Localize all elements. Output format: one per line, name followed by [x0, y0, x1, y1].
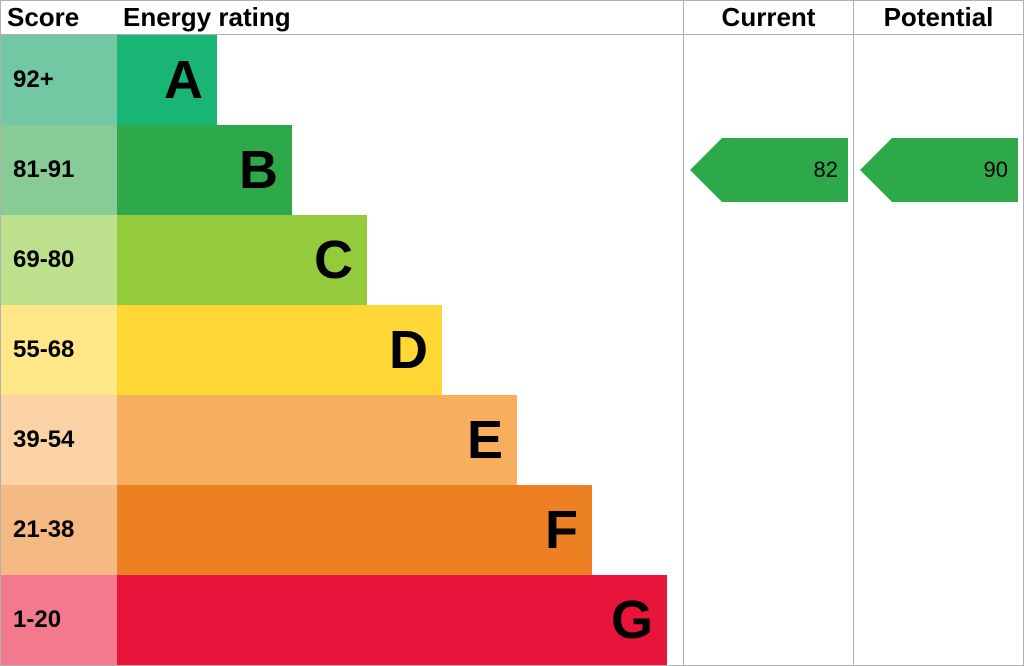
current-cell: 82: [683, 125, 853, 215]
potential-cell: [853, 305, 1023, 395]
rating-cell: E: [117, 395, 683, 485]
current-cell: [683, 215, 853, 305]
potential-cell: [853, 35, 1023, 125]
band-row: 92+A: [1, 35, 1023, 125]
current-arrow: 82: [690, 138, 848, 202]
rating-cell: C: [117, 215, 683, 305]
potential-arrow: 90: [860, 138, 1018, 202]
potential-cell: 90: [853, 125, 1023, 215]
rating-cell: G: [117, 575, 683, 665]
energy-rating-chart: Score Energy rating Current Potential 92…: [0, 0, 1024, 666]
potential-cell: [853, 395, 1023, 485]
band-row: 69-80C: [1, 215, 1023, 305]
score-cell: 81-91: [1, 125, 117, 215]
current-cell: [683, 395, 853, 485]
score-cell: 92+: [1, 35, 117, 125]
band-row: 21-38F: [1, 485, 1023, 575]
current-value: 82: [814, 157, 838, 183]
rating-cell: B: [117, 125, 683, 215]
current-cell: [683, 575, 853, 665]
score-cell: 39-54: [1, 395, 117, 485]
chart-header: Score Energy rating Current Potential: [1, 1, 1023, 35]
header-rating: Energy rating: [117, 1, 683, 34]
rating-bar: F: [117, 485, 592, 575]
rating-bar: C: [117, 215, 367, 305]
header-score: Score: [1, 1, 117, 34]
potential-cell: [853, 215, 1023, 305]
current-cell: [683, 485, 853, 575]
current-cell: [683, 35, 853, 125]
score-cell: 1-20: [1, 575, 117, 665]
potential-value: 90: [984, 157, 1008, 183]
potential-cell: [853, 575, 1023, 665]
rating-cell: D: [117, 305, 683, 395]
rating-bar: G: [117, 575, 667, 665]
band-row: 81-91B 82 90: [1, 125, 1023, 215]
rating-cell: A: [117, 35, 683, 125]
rating-cell: F: [117, 485, 683, 575]
header-current: Current: [683, 1, 853, 34]
band-row: 39-54E: [1, 395, 1023, 485]
score-cell: 55-68: [1, 305, 117, 395]
rating-bar: A: [117, 35, 217, 125]
rating-bar: E: [117, 395, 517, 485]
rating-bar: D: [117, 305, 442, 395]
current-cell: [683, 305, 853, 395]
rating-bar: B: [117, 125, 292, 215]
header-potential: Potential: [853, 1, 1023, 34]
potential-cell: [853, 485, 1023, 575]
band-row: 1-20G: [1, 575, 1023, 665]
score-cell: 69-80: [1, 215, 117, 305]
chart-rows: 92+A81-91B 82 9069-80C55-68D39-54E21-38F…: [1, 35, 1023, 665]
score-cell: 21-38: [1, 485, 117, 575]
band-row: 55-68D: [1, 305, 1023, 395]
